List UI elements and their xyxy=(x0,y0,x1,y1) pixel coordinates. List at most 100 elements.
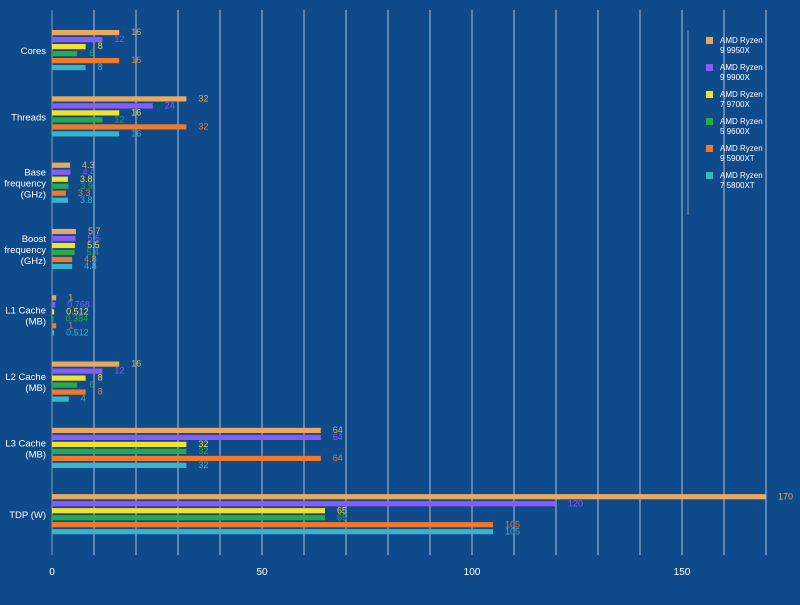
bar-value-label: 1 xyxy=(68,292,73,302)
bar-value-label: 24 xyxy=(165,101,175,111)
legend-label: AMD Ryzen 9 9950X xyxy=(720,36,763,55)
category-label: Base frequency (GHz) xyxy=(4,168,46,201)
bar xyxy=(52,462,187,468)
bar-value-label: 32 xyxy=(198,460,208,470)
bar-value-label: 6 xyxy=(89,48,94,58)
bar-value-label: 5.7 xyxy=(88,226,101,236)
bar-value-label: 0.512 xyxy=(66,306,89,316)
bar-value-label: 16 xyxy=(131,108,141,118)
bar xyxy=(52,508,325,514)
bar xyxy=(52,448,187,454)
bar-value-label: 32 xyxy=(198,439,208,449)
bar-value-label: 5.6 xyxy=(88,233,101,243)
bar xyxy=(52,375,86,381)
bar-value-label: 1 xyxy=(68,320,73,330)
bar-value-label: 4.3 xyxy=(82,160,95,170)
bar-value-label: 5.4 xyxy=(87,247,100,257)
bar-value-label: 0.768 xyxy=(67,299,90,309)
bar-value-label: 16 xyxy=(131,27,141,37)
bar xyxy=(52,103,153,109)
bar xyxy=(52,110,120,116)
bar-value-label: 12 xyxy=(114,366,124,376)
bar xyxy=(52,330,55,336)
bar xyxy=(52,124,187,130)
legend-label: AMD Ryzen 9 5900XT xyxy=(720,144,763,163)
category-label: Threads xyxy=(11,112,46,123)
bar xyxy=(52,323,57,329)
bar xyxy=(52,302,56,308)
category-label: Cores xyxy=(21,46,47,57)
bar-value-label: 64 xyxy=(333,432,343,442)
bar-value-label: 32 xyxy=(198,446,208,456)
bar xyxy=(52,515,325,521)
bar-value-label: 3.8 xyxy=(80,174,93,184)
bar xyxy=(52,455,321,461)
bar xyxy=(52,65,86,71)
bar-value-label: 4.8 xyxy=(84,261,97,271)
bar-value-label: 8 xyxy=(98,41,103,51)
bar xyxy=(52,44,86,50)
bar-value-label: 65 xyxy=(337,505,347,515)
bar xyxy=(52,162,71,168)
bar xyxy=(52,183,69,189)
bar-value-label: 4 xyxy=(81,394,86,404)
bar-value-label: 120 xyxy=(568,498,583,508)
bar xyxy=(52,117,103,123)
x-tick-label: 0 xyxy=(49,567,55,578)
bar xyxy=(52,361,120,367)
bar-value-label: 8 xyxy=(98,62,103,72)
bar xyxy=(52,242,76,249)
bar xyxy=(52,30,120,36)
legend-label: AMD Ryzen 9 9900X xyxy=(720,63,763,82)
bar xyxy=(52,176,68,182)
bar-value-label: 8 xyxy=(98,373,103,383)
bar-value-label: 65 xyxy=(337,512,347,522)
bar-value-label: 32 xyxy=(198,122,208,132)
bar-value-label: 32 xyxy=(198,94,208,104)
bar-value-label: 105 xyxy=(505,526,520,536)
bar xyxy=(52,441,187,447)
bar-value-label: 5.5 xyxy=(87,240,100,250)
bar xyxy=(52,427,321,433)
legend-swatch xyxy=(706,91,713,98)
category-label: L3 Cache (MB) xyxy=(5,438,46,460)
bar-value-label: 8 xyxy=(98,387,103,397)
bar xyxy=(52,316,54,322)
bar-value-label: 0.512 xyxy=(66,327,89,337)
bar xyxy=(52,96,187,102)
bar-value-label: 12 xyxy=(114,115,124,125)
x-tick-label: 100 xyxy=(464,567,481,578)
category-label: TDP (W) xyxy=(9,510,46,521)
bar xyxy=(52,131,120,137)
bar xyxy=(52,256,73,263)
legend-label: AMD Ryzen 7 5800XT xyxy=(720,171,763,190)
bar xyxy=(52,382,78,388)
bar xyxy=(52,501,556,507)
bar xyxy=(52,197,68,203)
bar xyxy=(52,529,493,535)
bar xyxy=(52,37,103,43)
bar xyxy=(52,235,76,242)
legend-label: AMD Ryzen 5 9600X xyxy=(720,117,763,136)
legend-swatch xyxy=(706,118,713,125)
x-tick-label: 150 xyxy=(674,567,691,578)
legend-swatch xyxy=(706,172,713,179)
bar xyxy=(52,368,103,374)
legend-swatch xyxy=(706,37,713,44)
bar xyxy=(52,249,75,256)
bar-value-label: 64 xyxy=(333,453,343,463)
bar-value-label: 6 xyxy=(89,380,94,390)
category-label: L1 Cache (MB) xyxy=(5,306,46,328)
bar xyxy=(52,434,321,440)
bar xyxy=(52,58,120,64)
bar xyxy=(52,309,55,315)
bar-value-label: 64 xyxy=(333,425,343,435)
bar-value-label: 4.8 xyxy=(84,254,97,264)
bar-value-label: 3.8 xyxy=(80,195,93,205)
bar-value-label: 12 xyxy=(114,34,124,44)
bar-value-label: 105 xyxy=(505,519,520,529)
bar xyxy=(52,494,766,500)
bar-value-label: 16 xyxy=(131,359,141,369)
